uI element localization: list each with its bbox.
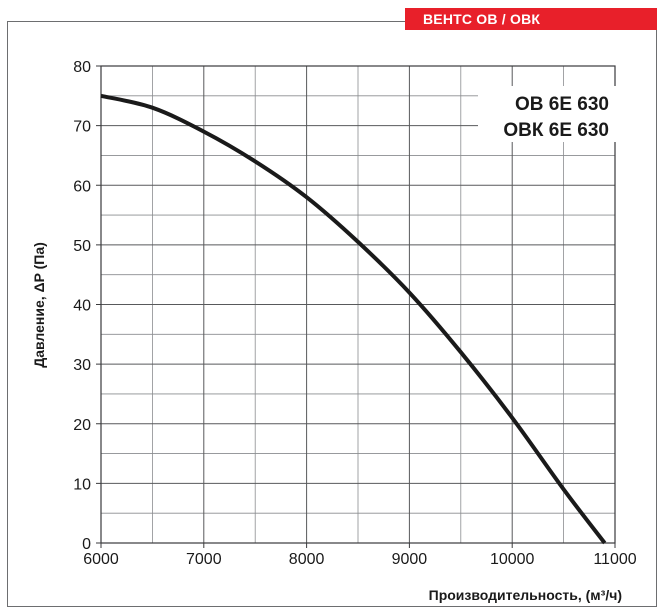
- y-axis-title: Давление, ΔP (Па): [31, 242, 47, 368]
- model-label-ov: ОВ 6Е 630: [515, 94, 609, 115]
- y-tick-label: 20: [73, 417, 91, 434]
- x-axis-title: Производительность, (м³/ч): [429, 587, 622, 603]
- x-tick-label: 8000: [289, 551, 325, 568]
- chart-series: [100, 93, 607, 545]
- x-tick-label: 11000: [593, 551, 636, 568]
- chart-grid: [100, 65, 616, 544]
- y-tick-label: 50: [73, 238, 91, 255]
- y-tick-label: 0: [82, 536, 91, 553]
- y-tick-label: 30: [73, 357, 91, 374]
- y-tick-label: 60: [73, 178, 91, 195]
- y-tick-label: 70: [73, 119, 91, 136]
- chart-ticks: 6000 7000 8000 9000 10000 11000 0 10 20 30 40 50 60 7…: [73, 59, 637, 568]
- x-tick-label: 6000: [83, 551, 119, 568]
- x-tick-label: 7000: [186, 551, 222, 568]
- model-label-ovk: ОВК 6Е 630: [503, 120, 609, 141]
- y-tick-label: 10: [73, 476, 91, 493]
- x-tick-label: 9000: [392, 551, 428, 568]
- y-tick-label: 80: [73, 59, 91, 76]
- x-tick-label: 10000: [490, 551, 535, 568]
- product-series-tab: ВЕНТС ОВ / ОВК: [405, 8, 657, 30]
- model-label-background: [478, 86, 616, 142]
- pressure-curve-line: [100, 93, 607, 545]
- y-tick-label: 40: [73, 298, 91, 315]
